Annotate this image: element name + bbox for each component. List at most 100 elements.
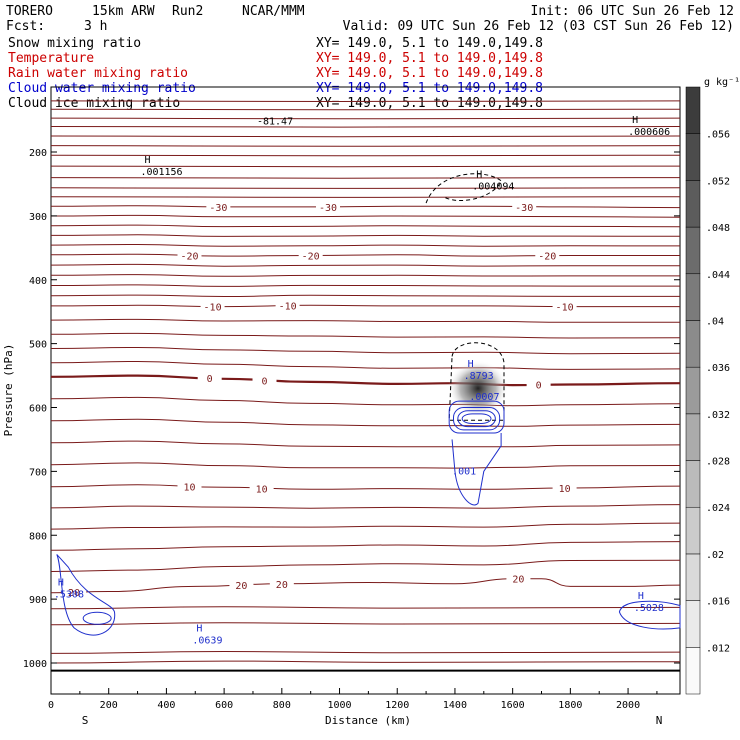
cloud-water-contour	[457, 410, 496, 428]
y-tick-label: 700	[29, 467, 47, 478]
contour-label: 10	[256, 485, 268, 496]
y-tick-label: 600	[29, 404, 47, 415]
extreme-marker: H	[638, 591, 644, 602]
colorbar-tick-label: .044	[706, 270, 730, 281]
contour-label-bg	[252, 374, 277, 387]
contour-label: 20	[276, 580, 288, 591]
legend-xy-1: XY= 149.0, 5.1 to 149.0,149.8	[316, 51, 543, 66]
cloud-water-left	[56, 554, 116, 636]
init-time: Init: 06 UTC Sun 26 Feb 12	[531, 4, 735, 19]
colorbar-tick-label: .016	[706, 597, 730, 608]
legend-entry-4: Cloud ice mixing ratio	[8, 96, 180, 111]
x-axis-south-label: S	[82, 714, 89, 727]
legend: Snow mixing ratio XY= 149.0, 5.1 to 149.0…	[8, 36, 543, 111]
contour-label: -30	[319, 203, 337, 214]
contour-label: 0	[207, 374, 213, 385]
temperature-isoline	[50, 650, 681, 654]
temperature-isoline	[50, 154, 681, 157]
colorbar-tick-label: .02	[706, 550, 724, 561]
temperature-contour	[50, 304, 680, 308]
colorbar-tick-label: .056	[706, 130, 730, 141]
contour-label: 0	[261, 377, 267, 388]
contour-label-bg	[512, 200, 537, 213]
colorbar-swatch	[685, 460, 701, 508]
colorbar-swatch	[685, 320, 701, 368]
cloud-water-right	[618, 600, 681, 630]
cloud-features: .001 .0007	[56, 173, 681, 636]
contour-label-bg	[269, 577, 294, 590]
y-tick-label: 300	[29, 212, 47, 223]
x-tick-label: 800	[273, 700, 291, 711]
temperature-isoline	[50, 332, 681, 339]
colorbar-tick-label: .028	[706, 457, 730, 468]
contour-label-bg	[206, 200, 231, 213]
temperature-isoline	[50, 243, 681, 247]
legend-entry-2: Rain water mixing ratio	[8, 66, 188, 81]
temperature-isoline	[50, 294, 680, 298]
contour-label: -10	[204, 303, 222, 314]
legend-xy-3: XY= 149.0, 5.1 to 149.0,149.8	[316, 81, 543, 96]
x-tick-label: 1800	[558, 700, 582, 711]
temperature-contour	[50, 205, 681, 209]
y-tick-label: 200	[29, 148, 47, 159]
colorbar-tick-label: .012	[706, 643, 730, 654]
temperature-isolines	[50, 100, 681, 664]
x-tick-label: 0	[48, 700, 54, 711]
y-tick-label: 1000	[23, 659, 47, 670]
extreme-labels: H.001156-81.47H.004094H.000606H.8793H.53…	[54, 115, 670, 646]
contour-label: -30	[515, 203, 533, 214]
temperature-isoline	[50, 196, 681, 198]
x-tick-label: 600	[215, 700, 233, 711]
temperature-isoline	[50, 108, 681, 111]
legend-xy-0: XY= 149.0, 5.1 to 149.0,149.8	[316, 36, 543, 51]
contour-label: 10	[183, 483, 195, 494]
colorbar-swatch	[685, 180, 701, 228]
contour-label: -30	[209, 203, 227, 214]
temperature-contour	[50, 253, 680, 257]
cloud-ice-contour	[425, 173, 502, 204]
temperature-isoline	[50, 606, 681, 610]
temperature-contours: -30 -30 -30 -20 -20 -20 -10 -10 -10 0 0 0 10 10 10 20 20…	[50, 200, 681, 599]
colorbar-tick-label: .036	[706, 363, 730, 374]
temperature-isoline	[50, 440, 681, 448]
temperature-isoline	[50, 346, 681, 355]
temperature-isoline	[50, 360, 681, 370]
contour-label-bg	[249, 482, 274, 495]
temperature-isoline	[50, 462, 681, 469]
temperature-isoline	[50, 622, 681, 626]
legend-entry-1: Temperature	[8, 51, 94, 66]
cloud-water-contour	[461, 413, 492, 424]
contour-label-bg	[177, 480, 202, 493]
fcst-value: 3 h	[84, 19, 107, 34]
extreme-marker: H	[58, 578, 64, 589]
contour-label-bg	[298, 249, 323, 262]
temperature-isoline	[50, 187, 681, 189]
extreme-marker: H	[476, 169, 482, 180]
contour-label: 20	[68, 588, 80, 599]
extreme-value: .004094	[472, 181, 514, 192]
extreme-marker: H	[632, 115, 638, 126]
temperature-isoline	[50, 396, 681, 407]
temperature-isoline	[50, 100, 681, 103]
temperature-contour	[50, 578, 681, 594]
rain-water-label: .0007	[469, 392, 499, 403]
contour-label: -10	[279, 301, 297, 312]
contour-label-bg	[200, 300, 225, 313]
temperature-isoline	[50, 522, 681, 530]
contour-label-bg	[526, 378, 551, 391]
temperature-isoline	[50, 318, 681, 323]
model-name: TORERO	[6, 4, 53, 19]
contour-label-bg	[229, 579, 254, 592]
colorbar-swatch	[685, 273, 701, 321]
model-resolution: 15km ARW	[92, 4, 155, 19]
cloud-ice-envelope	[448, 342, 505, 421]
colorbar-swatch	[685, 600, 701, 648]
plot-area: -30 -30 -30 -20 -20 -20 -10 -10 -10 0 0 0 10 10 10 20 20…	[50, 86, 681, 695]
temperature-isoline	[50, 274, 680, 277]
fcst-label: Fcst:	[6, 19, 45, 34]
contour-label: -20	[302, 251, 320, 262]
extreme-value: .8793	[464, 371, 494, 382]
snow-shading	[448, 360, 509, 417]
